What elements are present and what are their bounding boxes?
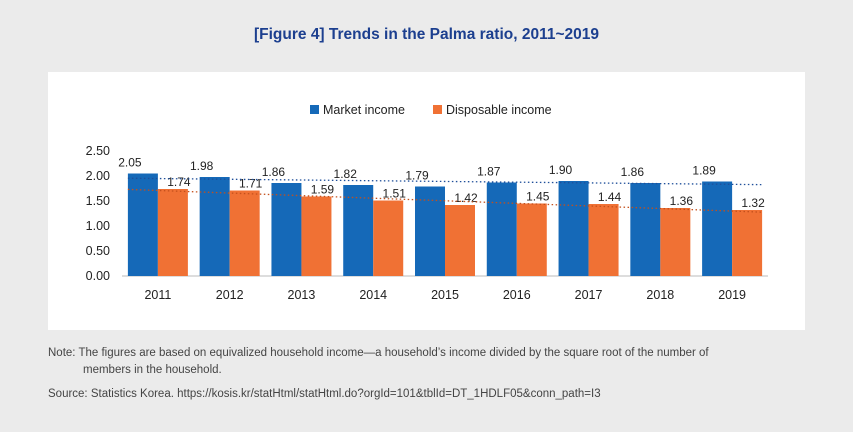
market-income-data-label: 2.05 (118, 156, 142, 170)
legend-label-market: Market income (323, 103, 405, 117)
note-line-2: members in the household. (83, 364, 222, 376)
y-tick-label: 1.00 (86, 219, 110, 233)
y-tick-label: 2.00 (86, 169, 110, 183)
note-line-1: Note: The figures are based on equivaliz… (48, 347, 709, 359)
chart-note: Note: The figures are based on equivaliz… (48, 345, 808, 379)
market-income-bar (558, 181, 589, 276)
disposable-income-bar (301, 196, 332, 276)
x-tick-label: 2019 (718, 288, 746, 302)
x-tick-label: 2016 (503, 288, 531, 302)
market-income-bar (630, 183, 661, 276)
market-income-bar (486, 182, 517, 276)
market-income-bar (702, 181, 733, 276)
x-tick-label: 2015 (431, 288, 459, 302)
disposable-income-data-label: 1.44 (598, 190, 622, 204)
disposable-income-data-label: 1.42 (454, 191, 478, 205)
legend-label-disposable: Disposable income (446, 103, 552, 117)
market-income-data-label: 1.90 (549, 163, 573, 177)
disposable-income-bar (516, 203, 547, 276)
disposable-income-bar (732, 210, 763, 276)
disposable-income-bar (373, 200, 404, 276)
disposable-income-bar (660, 208, 691, 276)
disposable-income-data-label: 1.59 (311, 183, 335, 197)
disposable-income-data-label: 1.71 (239, 177, 263, 191)
y-tick-label: 0.00 (86, 269, 110, 283)
disposable-income-data-label: 1.32 (741, 196, 765, 210)
market-income-data-label: 1.79 (405, 169, 429, 183)
x-tick-label: 2011 (144, 288, 171, 302)
disposable-income-data-label: 1.74 (167, 175, 191, 189)
x-tick-label: 2014 (359, 288, 387, 302)
market-income-bar (415, 186, 445, 276)
market-income-data-label: 1.89 (692, 164, 716, 178)
disposable-income-bar (445, 205, 475, 276)
chart-panel: Market income Disposable income 2.50 2.00 1.… (48, 72, 805, 330)
y-tick-label: 1.50 (86, 194, 110, 208)
x-tick-label: 2018 (646, 288, 674, 302)
x-tick-label: 2012 (216, 288, 244, 302)
market-income-data-label: 1.82 (334, 167, 358, 181)
market-income-trendline (127, 177, 763, 186)
market-income-data-label: 1.87 (477, 165, 501, 179)
y-tick-label: 2.50 (86, 144, 110, 158)
disposable-income-data-label: 1.36 (670, 194, 694, 208)
disposable-income-bar (229, 190, 260, 276)
chart-source: Source: Statistics Korea. https://kosis.… (48, 388, 601, 400)
market-income-bar (271, 183, 302, 276)
y-tick-label: 0.50 (86, 244, 110, 258)
x-tick-label: 2013 (288, 288, 316, 302)
disposable-income-data-label: 1.51 (383, 187, 407, 201)
figure-title: [Figure 4] Trends in the Palma ratio, 20… (253, 26, 600, 43)
market-income-data-label: 1.86 (621, 165, 645, 179)
market-income-data-label: 1.98 (190, 159, 214, 173)
market-income-bar (127, 173, 158, 276)
legend-swatch-market (310, 105, 319, 114)
bar-chart: Market income Disposable income 2.50 2.00 1.… (86, 103, 768, 302)
market-income-data-label: 1.86 (262, 165, 286, 179)
disposable-income-trendline (127, 188, 763, 213)
market-income-bar (343, 185, 374, 276)
disposable-income-bar (157, 189, 188, 276)
disposable-income-data-label: 1.45 (526, 190, 550, 204)
legend-swatch-disposable (433, 105, 442, 114)
disposable-income-bar (588, 204, 619, 276)
x-tick-label: 2017 (575, 288, 603, 302)
